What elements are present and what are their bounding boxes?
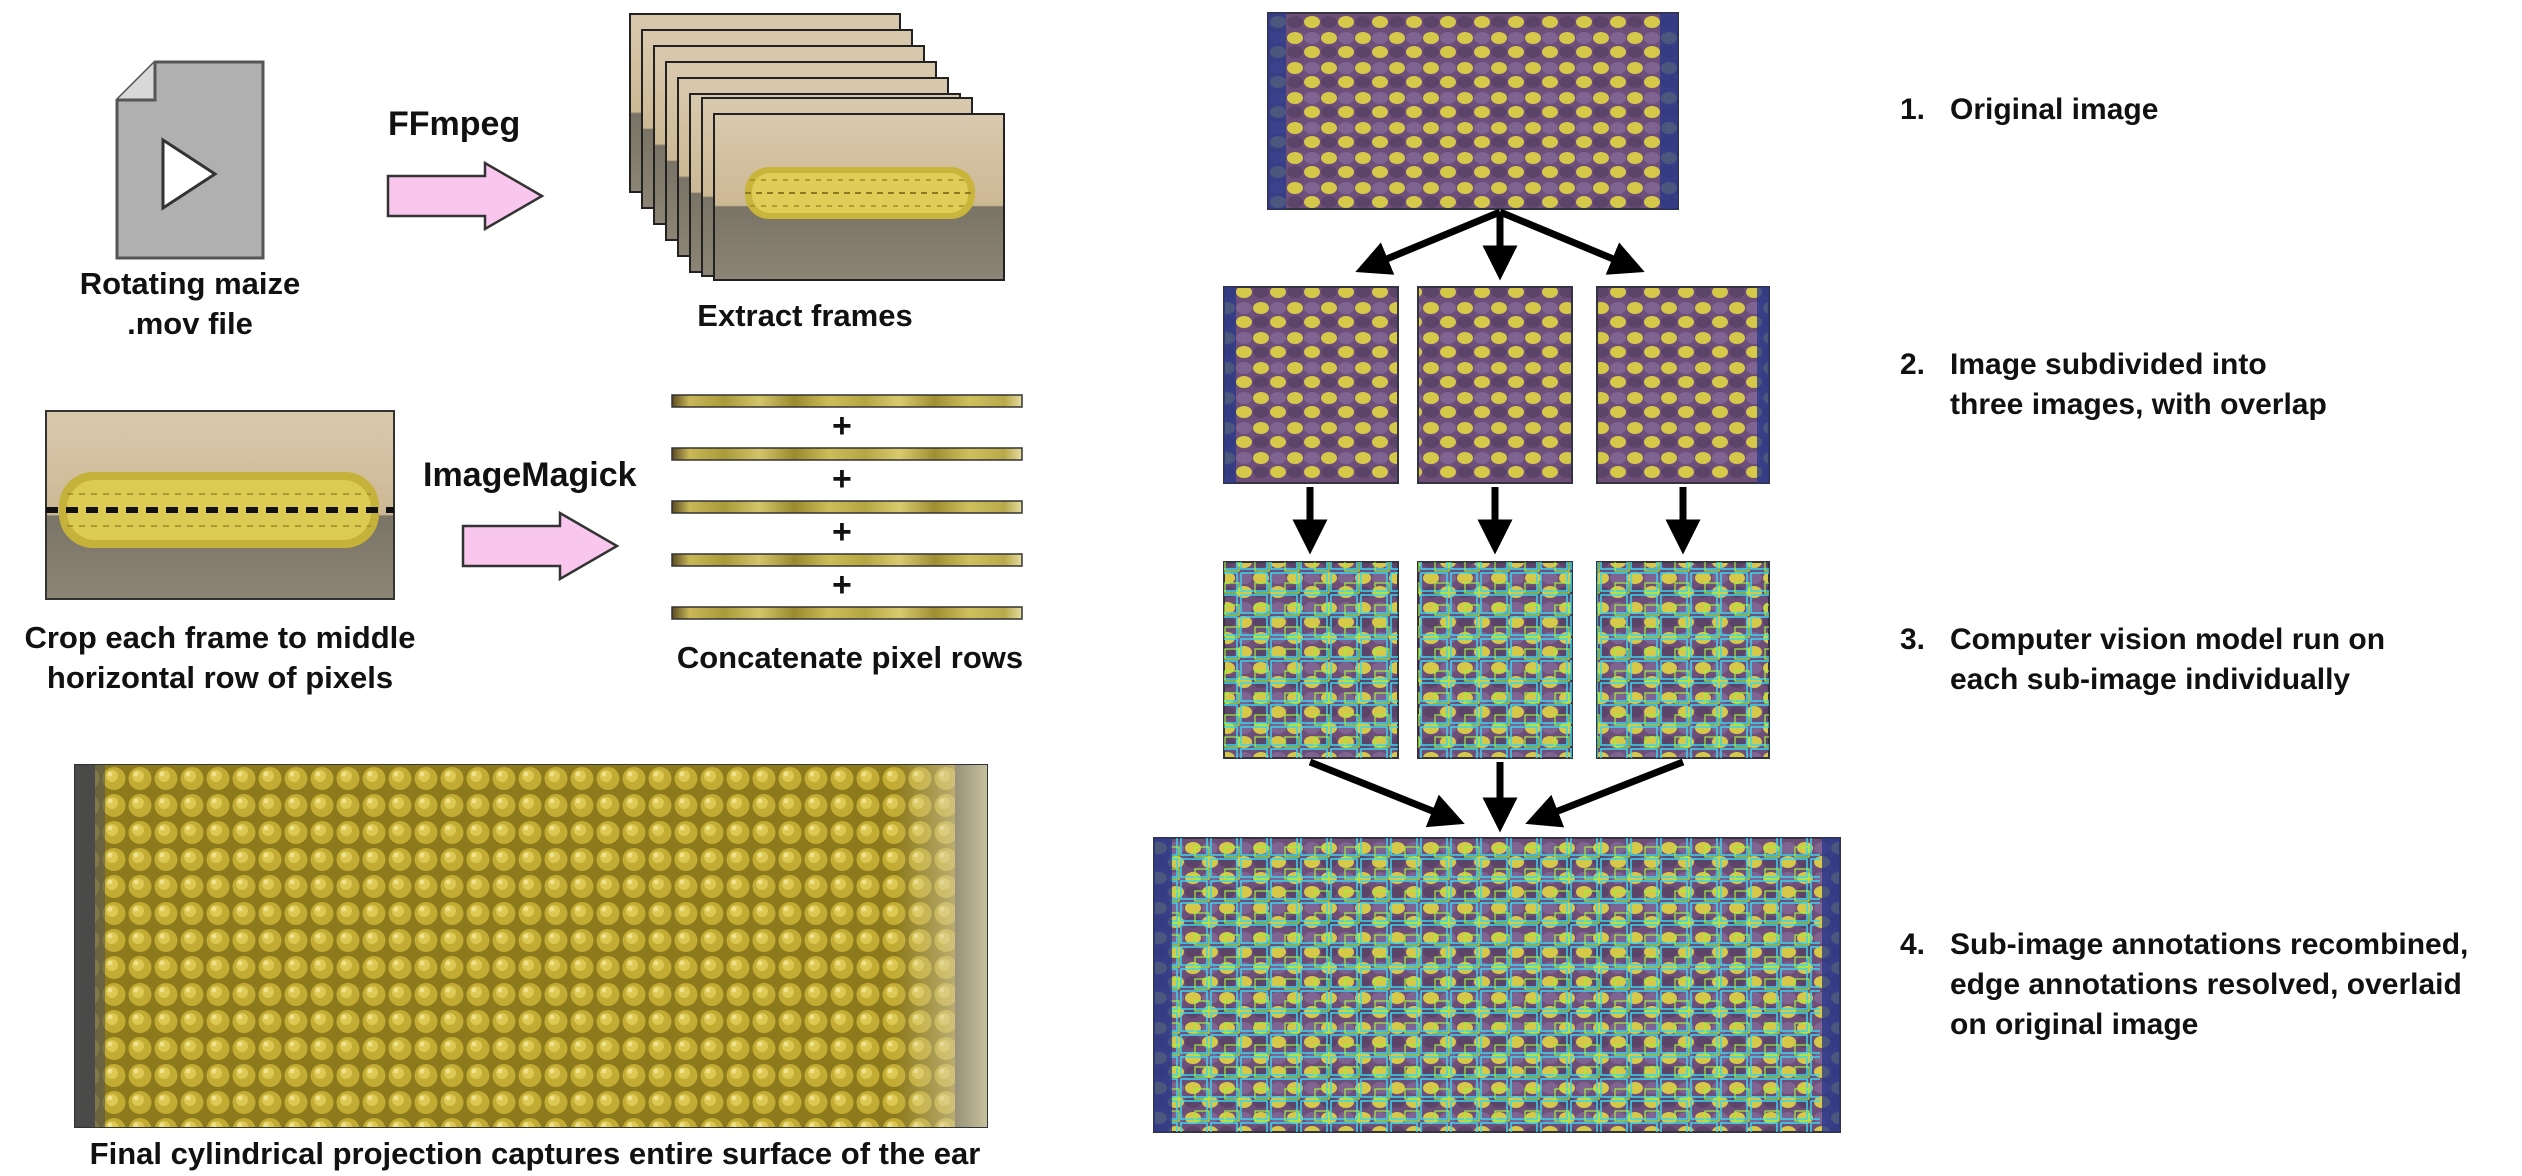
annotated-sub-image-1	[1223, 561, 1399, 759]
plus-sign-1: +	[832, 407, 852, 445]
step-2-text: Image subdivided into three images, with…	[1950, 345, 2327, 425]
step-3-number: 3.	[1900, 623, 1926, 656]
plus-sign-2: +	[832, 460, 852, 498]
ffmpeg-arrow-icon	[386, 160, 545, 232]
step-3-text: Computer vision model run on each sub-im…	[1950, 620, 2385, 700]
step-4-line-2: edge annotations resolved, overlaid	[1950, 968, 2462, 1001]
step-3-line-1: Computer vision model run on	[1950, 623, 2386, 656]
ffmpeg-label: FFmpeg	[388, 105, 521, 143]
annotated-sub-image-2	[1417, 561, 1573, 759]
step-4-number: 4.	[1900, 928, 1926, 961]
crop-frame-photo	[45, 410, 395, 600]
final-projection-image	[74, 764, 988, 1128]
crop-label-line-1: Crop each frame to middle	[24, 620, 416, 655]
crop-label-line-2: horizontal row of pixels	[46, 660, 394, 695]
step-2-line-1: Image subdivided into	[1950, 348, 2267, 381]
step-2-line-2: three images, with overlap	[1950, 388, 2327, 421]
pixel-rows-graphic	[671, 394, 1023, 620]
step-4-text: Sub-image annotations recombined, edge a…	[1950, 925, 2468, 1045]
extracted-frames-stack	[629, 13, 1005, 281]
plus-sign-4: +	[832, 566, 852, 604]
sub-image-1	[1223, 286, 1399, 484]
recombined-annotated-image	[1153, 837, 1841, 1133]
sub-image-3	[1596, 286, 1770, 484]
step-1-text: Original image	[1950, 90, 2158, 130]
file-label: Rotating maize .mov file	[50, 264, 330, 344]
step-1-line-1: Original image	[1950, 93, 2159, 126]
sub-image-2	[1417, 286, 1573, 484]
step-4-line-3: on original image	[1950, 1008, 2199, 1041]
file-label-line-1: Rotating maize	[79, 266, 301, 301]
step-1-number: 1.	[1900, 93, 1926, 126]
annotated-sub-image-3	[1596, 561, 1770, 759]
imagemagick-label: ImageMagick	[423, 456, 637, 494]
plus-sign-3: +	[832, 513, 852, 551]
final-label: Final cylindrical projection captures en…	[89, 1136, 981, 1171]
crop-label: Crop each frame to middle horizontal row…	[0, 618, 440, 698]
file-label-line-2: .mov file	[127, 306, 253, 341]
extract-label: Extract frames	[697, 298, 913, 333]
step-4-line-1: Sub-image annotations recombined,	[1950, 928, 2469, 961]
video-file-icon	[115, 60, 265, 260]
step-3-line-2: each sub-image individually	[1950, 663, 2351, 696]
pipeline-graphic	[1153, 12, 1841, 1133]
imagemagick-arrow-icon	[461, 510, 620, 582]
original-image	[1267, 12, 1679, 210]
concat-label: Concatenate pixel rows	[676, 640, 1024, 675]
step-2-number: 2.	[1900, 348, 1926, 381]
